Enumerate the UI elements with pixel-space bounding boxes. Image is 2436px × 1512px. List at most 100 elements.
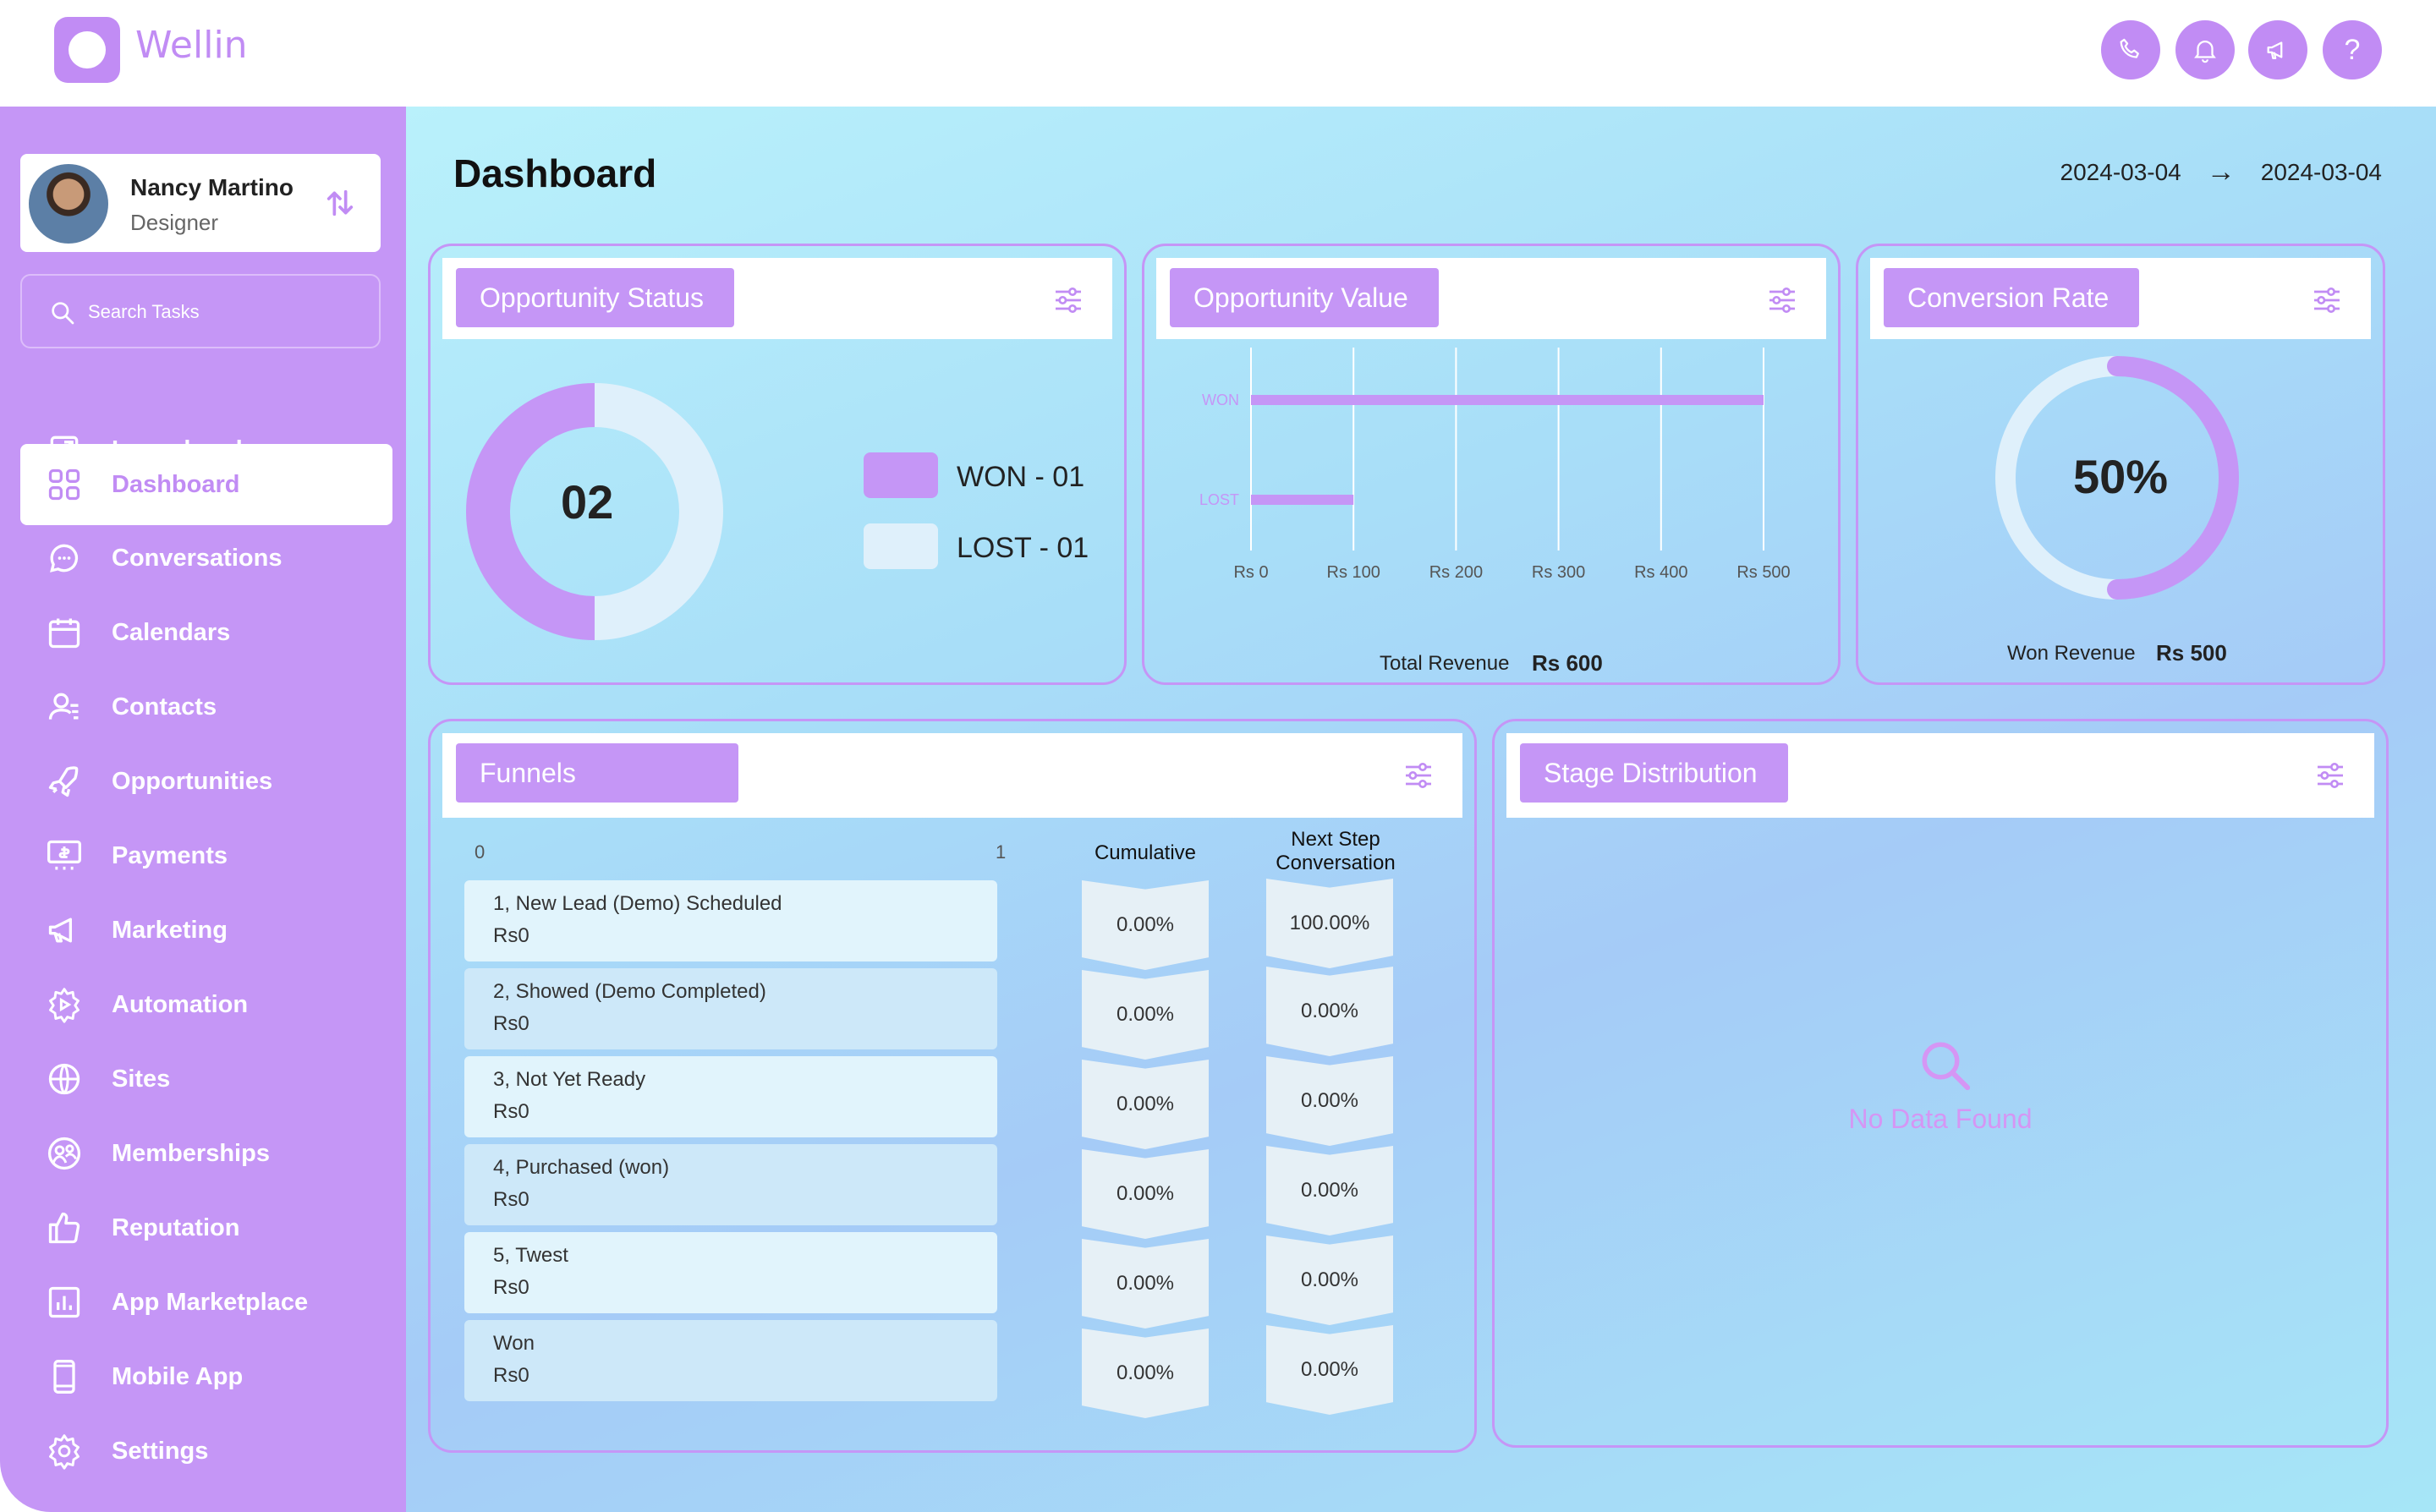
date-from: 2024-03-04 bbox=[2060, 158, 2181, 185]
donut-slice-won bbox=[594, 383, 723, 640]
card-header: Funnels bbox=[442, 733, 1462, 818]
sidebar-item-sites[interactable]: Sites bbox=[20, 1038, 392, 1120]
sidebar-item-reputation[interactable]: Reputation bbox=[20, 1187, 392, 1268]
sidebar-item-label: Marketing bbox=[112, 916, 228, 944]
funnel-amount: Rs0 bbox=[493, 924, 529, 947]
search-placeholder: Search Tasks bbox=[88, 301, 200, 322]
sidebar-item-settings[interactable]: Settings bbox=[20, 1411, 392, 1492]
filter-icon[interactable] bbox=[2313, 759, 2347, 792]
thumbs-up-icon bbox=[48, 1212, 80, 1244]
filter-icon[interactable] bbox=[1402, 759, 1435, 792]
funnel-row[interactable]: Won Rs0 bbox=[464, 1320, 997, 1401]
funnel-row[interactable]: 4, Purchased (won) Rs0 bbox=[464, 1144, 997, 1225]
bell-icon bbox=[2194, 41, 2216, 63]
contacts-icon bbox=[48, 693, 79, 720]
sidebar-item-automation[interactable]: Automation bbox=[20, 964, 392, 1045]
funnel-stage: 1, New Lead (Demo) Scheduled bbox=[493, 892, 782, 915]
card-header: Stage Distribution bbox=[1506, 733, 2374, 818]
search-tasks[interactable]: Search Tasks bbox=[20, 274, 381, 348]
sidebar-item-label: Payments bbox=[112, 841, 228, 869]
funnel-row[interactable]: 1, New Lead (Demo) Scheduled Rs0 bbox=[464, 880, 997, 961]
announcements-button[interactable] bbox=[2248, 20, 2307, 79]
funnel-scale-max: 1 bbox=[996, 841, 1007, 863]
sidebar-item-label: App Marketplace bbox=[112, 1288, 309, 1316]
filter-icon[interactable] bbox=[1765, 283, 1799, 317]
next-step-cell: 0.00% bbox=[1266, 1325, 1393, 1415]
sidebar-item-label: Settings bbox=[112, 1437, 209, 1465]
funnel-row[interactable]: 2, Showed (Demo Completed) Rs0 bbox=[464, 968, 997, 1049]
y-tick-label: LOST bbox=[1199, 491, 1239, 508]
column-header-cumulative: Cumulative bbox=[1094, 841, 1197, 864]
sidebar-item-label: Memberships bbox=[112, 1139, 270, 1167]
funnel-row[interactable]: 3, Not Yet Ready Rs0 bbox=[464, 1056, 997, 1137]
card-header: Conversion Rate bbox=[1870, 258, 2371, 339]
swap-icon[interactable] bbox=[323, 186, 357, 220]
notifications-button[interactable] bbox=[2175, 20, 2235, 79]
sidebar-item-label: Automation bbox=[112, 990, 249, 1018]
total-revenue-value: Rs 600 bbox=[1532, 650, 1603, 676]
x-tick-label: Rs 300 bbox=[1532, 563, 1585, 582]
card-title: Opportunity Status bbox=[456, 268, 735, 327]
sidebar-item-opportunities[interactable]: Opportunities bbox=[20, 741, 392, 822]
x-tick-label: Rs 0 bbox=[1233, 563, 1268, 582]
card-title: Funnels bbox=[456, 743, 738, 803]
profile-card[interactable]: Nancy Martino Designer bbox=[20, 154, 381, 252]
sidebar-item-memberships[interactable]: Memberships bbox=[20, 1113, 392, 1194]
funnel-row[interactable]: 5, Twest Rs0 bbox=[464, 1232, 997, 1313]
bar-won bbox=[1251, 395, 1764, 405]
funnel-amount: Rs0 bbox=[493, 1188, 529, 1211]
page-title: Dashboard bbox=[453, 151, 657, 195]
funnel-stage: 5, Twest bbox=[493, 1244, 568, 1267]
sidebar-item-label: Dashboard bbox=[112, 470, 240, 498]
filter-icon[interactable] bbox=[2310, 283, 2344, 317]
sidebar-item-mobile-app[interactable]: Mobile App bbox=[20, 1336, 392, 1417]
stage-distribution-card: Stage Distribution No Data Found bbox=[1492, 719, 2389, 1448]
megaphone-icon bbox=[48, 918, 72, 943]
column-header-line: Conversation bbox=[1276, 852, 1396, 874]
next-step-cell: 0.00% bbox=[1266, 967, 1393, 1056]
funnels-card: Funnels 0 1 Cumulative Next Step Convers… bbox=[428, 719, 1477, 1453]
sidebar-item-dashboard[interactable]: Dashboard bbox=[20, 444, 392, 525]
conversion-percent: 50% bbox=[2072, 450, 2169, 503]
calendar-icon bbox=[48, 618, 80, 649]
x-tick-label: Rs 200 bbox=[1429, 563, 1483, 582]
funnel-stage: 4, Purchased (won) bbox=[493, 1156, 670, 1179]
filter-icon[interactable] bbox=[1051, 283, 1085, 317]
card-header: Opportunity Value bbox=[1156, 258, 1826, 339]
help-button[interactable]: ? bbox=[2323, 20, 2382, 79]
sidebar-item-payments[interactable]: Payments bbox=[20, 815, 392, 896]
sidebar-item-conversations[interactable]: Conversations bbox=[20, 518, 392, 599]
legend-swatch-lost bbox=[864, 523, 938, 569]
funnel-scale-min: 0 bbox=[475, 841, 486, 863]
logo-icon bbox=[54, 17, 120, 83]
sidebar-item-calendars[interactable]: Calendars bbox=[20, 592, 392, 673]
members-icon bbox=[47, 1137, 81, 1170]
sidebar-item-contacts[interactable]: Contacts bbox=[20, 666, 392, 748]
x-tick-label: Rs 500 bbox=[1736, 563, 1790, 582]
funnel-stage: 2, Showed (Demo Completed) bbox=[493, 980, 766, 1003]
phone-button[interactable] bbox=[2101, 20, 2160, 79]
sidebar-item-label: Opportunities bbox=[112, 767, 273, 795]
search-icon bbox=[1922, 1042, 1971, 1091]
sidebar: Nancy Martino Designer Search Tasks Laun… bbox=[0, 107, 406, 1512]
sidebar-item-label: Reputation bbox=[112, 1213, 240, 1241]
column-header-next-step: Next Step Conversation bbox=[1259, 828, 1412, 875]
card-title: Opportunity Value bbox=[1170, 268, 1439, 327]
sidebar-item-label: Mobile App bbox=[112, 1362, 244, 1390]
gear-play-icon bbox=[49, 988, 80, 1023]
legend-swatch-won bbox=[864, 452, 938, 498]
date-range[interactable]: 2024-03-04 → 2024-03-04 bbox=[2060, 156, 2382, 189]
sidebar-item-app-marketplace[interactable]: App Marketplace bbox=[20, 1262, 392, 1343]
avatar bbox=[29, 164, 108, 244]
sidebar-item-marketing[interactable]: Marketing bbox=[20, 890, 392, 971]
next-step-cell: 0.00% bbox=[1266, 1235, 1393, 1325]
cumulative-cell: 0.00% bbox=[1082, 1328, 1209, 1418]
sidebar-item-label: Contacts bbox=[112, 693, 217, 720]
card-header: Opportunity Status bbox=[442, 258, 1112, 339]
globe-icon bbox=[48, 1063, 80, 1095]
opportunity-value-chart: Rs 0 Rs 100 Rs 200 Rs 300 Rs 400 Rs 500 WON LOS… bbox=[1199, 348, 1791, 582]
next-step-cell: 100.00% bbox=[1266, 879, 1393, 968]
app-name: Wellin bbox=[135, 24, 248, 67]
funnel-stage: Won bbox=[493, 1332, 535, 1355]
cumulative-cell: 0.00% bbox=[1082, 970, 1209, 1060]
